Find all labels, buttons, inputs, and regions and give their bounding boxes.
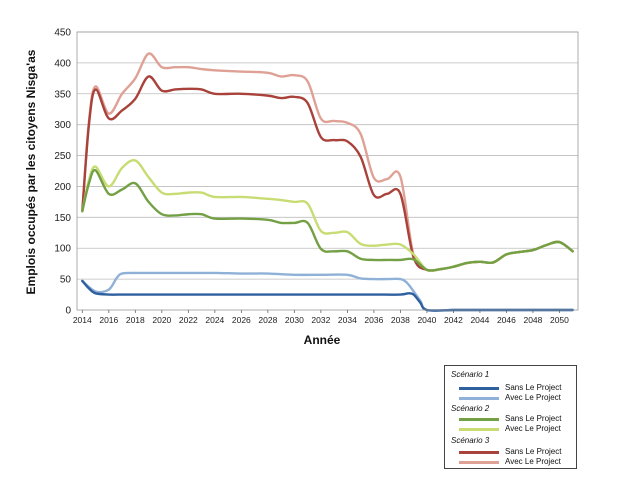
x-tick-label: 2024 <box>205 315 224 325</box>
legend-entry: Avec Le Project <box>459 457 577 467</box>
y-axis-title: Emplois occupés par les citoyens Nisga'a… <box>24 49 38 294</box>
gridlines <box>77 31 578 280</box>
legend-label: Avec Le Project <box>505 393 561 402</box>
y-tick-label: 150 <box>54 213 71 224</box>
legend-swatch <box>459 397 499 400</box>
legend: Scénario 1 Sans Le Project Avec Le Project… <box>444 365 577 469</box>
series-line-1 <box>81 271 574 312</box>
legend-scenario-heading: Scénario 3 <box>451 436 490 445</box>
y-tick-label: 200 <box>54 182 71 193</box>
x-axis-title: Année <box>304 333 341 347</box>
x-tick-label: 2020 <box>152 315 171 325</box>
legend-scenario-heading: Scénario 2 <box>451 404 490 413</box>
legend-entry: Sans Le Project <box>459 383 577 393</box>
y-tick-label: 50 <box>60 275 72 286</box>
legend-swatch <box>459 461 499 464</box>
legend-label: Avec Le Project <box>505 424 561 433</box>
y-tick-label: 250 <box>54 151 71 162</box>
x-tick-label: 2018 <box>126 315 145 325</box>
series-line-3 <box>81 159 574 273</box>
legend-swatch <box>459 418 499 421</box>
legend-entry: Sans Le Project <box>459 447 577 457</box>
legend-label: Sans Le Project <box>505 414 562 423</box>
legend-label: Sans Le Project <box>505 383 562 392</box>
x-tick-label: 2030 <box>285 315 304 325</box>
y-tick-label: 450 <box>54 28 71 39</box>
x-tick-label: 2014 <box>73 315 92 325</box>
legend-entry: Avec Le Project <box>459 393 577 403</box>
x-tick-label: 2036 <box>364 315 383 325</box>
series-line-4 <box>81 75 574 272</box>
x-tick-label: 2038 <box>391 315 410 325</box>
x-tick-label: 2028 <box>258 315 277 325</box>
legend-entry: Sans Le Project <box>459 414 577 424</box>
x-tick-label: 2040 <box>417 315 436 325</box>
plot-area-border <box>76 31 579 311</box>
legend-label: Sans Le Project <box>505 447 562 456</box>
y-tick-label: 350 <box>54 89 71 100</box>
axes: 0 50 100 150 200 250 300 350 400 450 2014 2016 2018 2… <box>54 28 579 325</box>
x-tick-label: 2042 <box>444 315 463 325</box>
x-tick-label: 2048 <box>523 315 542 325</box>
series-line-5 <box>81 52 574 272</box>
x-tick-label: 2050 <box>550 315 569 325</box>
legend-swatch <box>459 387 499 390</box>
x-tick-label: 2022 <box>179 315 198 325</box>
series-lines <box>81 52 574 312</box>
series-line-2 <box>81 168 574 272</box>
y-tick-label: 400 <box>54 58 71 69</box>
legend-swatch <box>459 428 499 431</box>
legend-label: Avec Le Project <box>505 457 561 466</box>
legend-scenario-heading: Scénario 1 <box>451 370 490 379</box>
x-tick-label: 2044 <box>470 315 489 325</box>
legend-swatch <box>459 451 499 454</box>
x-tick-label: 2016 <box>99 315 118 325</box>
x-tick-label: 2046 <box>497 315 516 325</box>
y-tick-label: 0 <box>65 306 71 317</box>
x-tick-label: 2026 <box>232 315 251 325</box>
y-tick-label: 100 <box>54 244 71 255</box>
y-tick-label: 300 <box>54 120 71 131</box>
series-line-0 <box>81 279 574 312</box>
legend-entry: Avec Le Project <box>459 424 577 434</box>
x-tick-label: 2032 <box>311 315 330 325</box>
x-tick-label: 2034 <box>338 315 357 325</box>
